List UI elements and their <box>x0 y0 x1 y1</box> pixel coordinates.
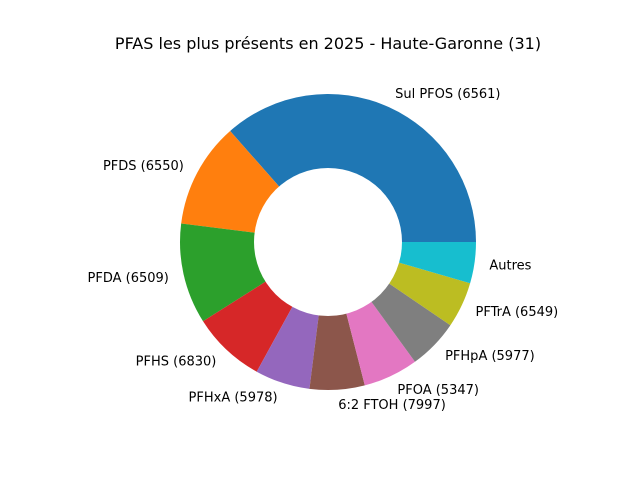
pie-slice <box>230 94 476 242</box>
labels-layer: Sul PFOS (6561) PFDS (6550) PFDA (6509) PFH… <box>88 87 559 413</box>
slice-label: PFHS (6830) <box>136 354 217 369</box>
slice-label: PFDA (6509) <box>88 271 169 286</box>
slice-label: PFHpA (5977) <box>445 349 535 364</box>
donut-hole <box>254 168 402 316</box>
slice-label: PFTrA (6549) <box>476 305 559 320</box>
chart-title: PFAS les plus présents en 2025 - Haute-G… <box>115 34 541 53</box>
slice-label: PFDS (6550) <box>103 159 184 174</box>
slice-label: PFHxA (5978) <box>189 391 278 406</box>
slice-label: Autres <box>489 259 531 274</box>
pie-slice <box>309 242 365 390</box>
slice-label: 6:2 FTOH (7997) <box>338 398 446 413</box>
slice-label: Sul PFOS (6561) <box>395 87 500 102</box>
slice-label: PFOA (5347) <box>397 383 479 398</box>
